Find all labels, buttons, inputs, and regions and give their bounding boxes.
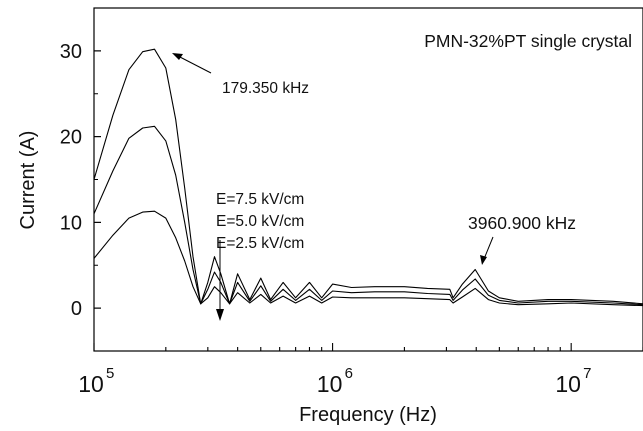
plot-lines — [93, 48, 643, 307]
x-axis-label: Frequency (Hz) — [299, 404, 437, 426]
material-label: PMN-32%PT single crystal — [424, 31, 632, 51]
series-line-3 — [93, 210, 643, 307]
x-tick-label: 10 — [317, 371, 343, 397]
series-line-2 — [93, 125, 643, 306]
x-axis: 10 5 10 6 10 7 — [78, 343, 643, 397]
x-tick-label: 10 — [78, 371, 104, 397]
x-tick-exponent: 7 — [583, 365, 591, 382]
field-label-2: E=5.0 kV/cm — [216, 213, 304, 230]
y-tick-label: 30 — [60, 41, 82, 63]
series-line-1 — [93, 48, 643, 305]
peak-high-label: 3960.900 kHz — [468, 213, 576, 233]
y-axis: 0 10 20 30 — [60, 7, 101, 352]
peak-high-arrow — [483, 236, 494, 260]
peak-low-label: 179.350 kHz — [222, 80, 309, 97]
y-tick-label: 20 — [60, 127, 82, 149]
field-arrowhead — [216, 309, 224, 321]
field-label-3: E=2.5 kV/cm — [216, 235, 304, 252]
peak-high-arrowhead — [480, 255, 487, 265]
peak-low-arrowhead — [172, 53, 183, 60]
x-tick-exponent: 6 — [345, 365, 353, 382]
x-tick-exponent: 5 — [106, 365, 114, 382]
y-axis-label: Current (A) — [17, 131, 39, 230]
x-tick-label: 10 — [555, 371, 581, 397]
y-tick-label: 10 — [60, 212, 82, 234]
y-tick-label: 0 — [71, 298, 82, 320]
peak-low-arrow — [177, 55, 212, 74]
field-label-1: E=7.5 kV/cm — [216, 191, 304, 208]
